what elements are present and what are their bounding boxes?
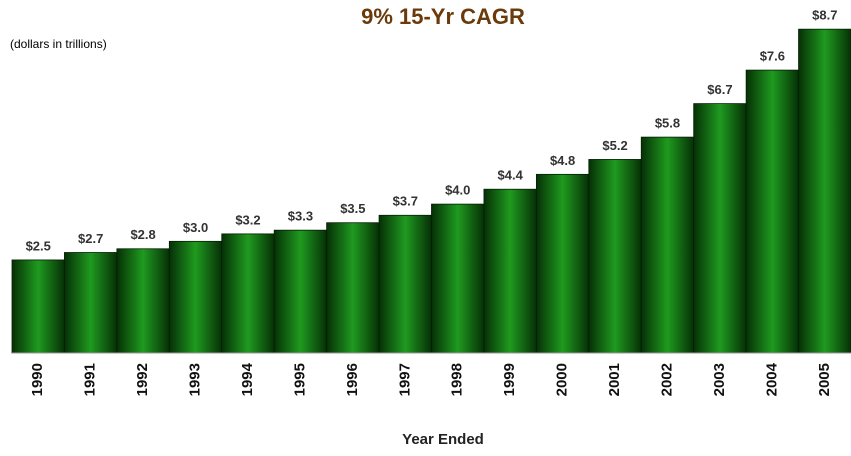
x-tick-label: 2004 <box>763 362 780 396</box>
bar <box>11 259 65 354</box>
x-tick-label: 2003 <box>711 363 728 396</box>
x-tick-label: 2002 <box>658 363 675 396</box>
bar <box>693 103 747 354</box>
value-label: $5.8 <box>655 116 680 131</box>
x-axis-title: Year Ended <box>402 431 484 448</box>
value-label: $2.8 <box>130 227 155 242</box>
x-tick-label: 2000 <box>554 363 571 396</box>
bar <box>535 173 590 354</box>
bar <box>273 229 328 354</box>
bar <box>483 188 537 354</box>
x-tick-label: 1999 <box>501 363 518 396</box>
x-tick-label: 2001 <box>606 363 623 396</box>
value-label: $5.2 <box>602 138 627 153</box>
x-tick-label: 1997 <box>396 363 413 396</box>
x-tick-label: 1993 <box>187 363 204 396</box>
value-label: $6.7 <box>707 82 732 97</box>
bar <box>431 203 485 354</box>
x-tick-label: 1994 <box>239 362 256 396</box>
x-tick-label: 1996 <box>344 363 361 396</box>
chart-subtitle: (dollars in trillions) <box>10 37 107 51</box>
bar <box>798 28 851 354</box>
x-tick-label: 1998 <box>449 363 466 396</box>
bar <box>588 159 642 354</box>
x-tick-label: 1992 <box>134 363 151 396</box>
chart-title: 9% 15-Yr CAGR <box>361 4 525 29</box>
x-tick-label: 1991 <box>82 363 99 396</box>
bar <box>378 214 432 354</box>
bar <box>221 233 275 354</box>
bar <box>745 69 799 354</box>
x-tick-label: 1990 <box>29 363 46 396</box>
value-label: $3.2 <box>235 212 260 227</box>
x-tick-label: 2005 <box>816 363 833 396</box>
value-label: $3.0 <box>183 220 208 235</box>
x-tick-label: 1995 <box>291 363 308 396</box>
value-label: $3.5 <box>340 201 365 216</box>
value-label: $3.3 <box>288 209 313 224</box>
value-label: $3.7 <box>393 194 418 209</box>
value-label: $2.5 <box>26 238 51 253</box>
bar <box>640 136 695 354</box>
value-label: $4.0 <box>445 183 470 198</box>
value-label: $4.8 <box>550 153 575 168</box>
bar <box>116 248 170 354</box>
bar <box>168 240 223 354</box>
value-label: $4.4 <box>498 168 524 183</box>
value-label: $2.7 <box>78 231 103 246</box>
bar <box>64 252 118 354</box>
bar <box>326 222 380 354</box>
value-label: $8.7 <box>812 8 837 23</box>
value-label: $7.6 <box>760 49 785 64</box>
